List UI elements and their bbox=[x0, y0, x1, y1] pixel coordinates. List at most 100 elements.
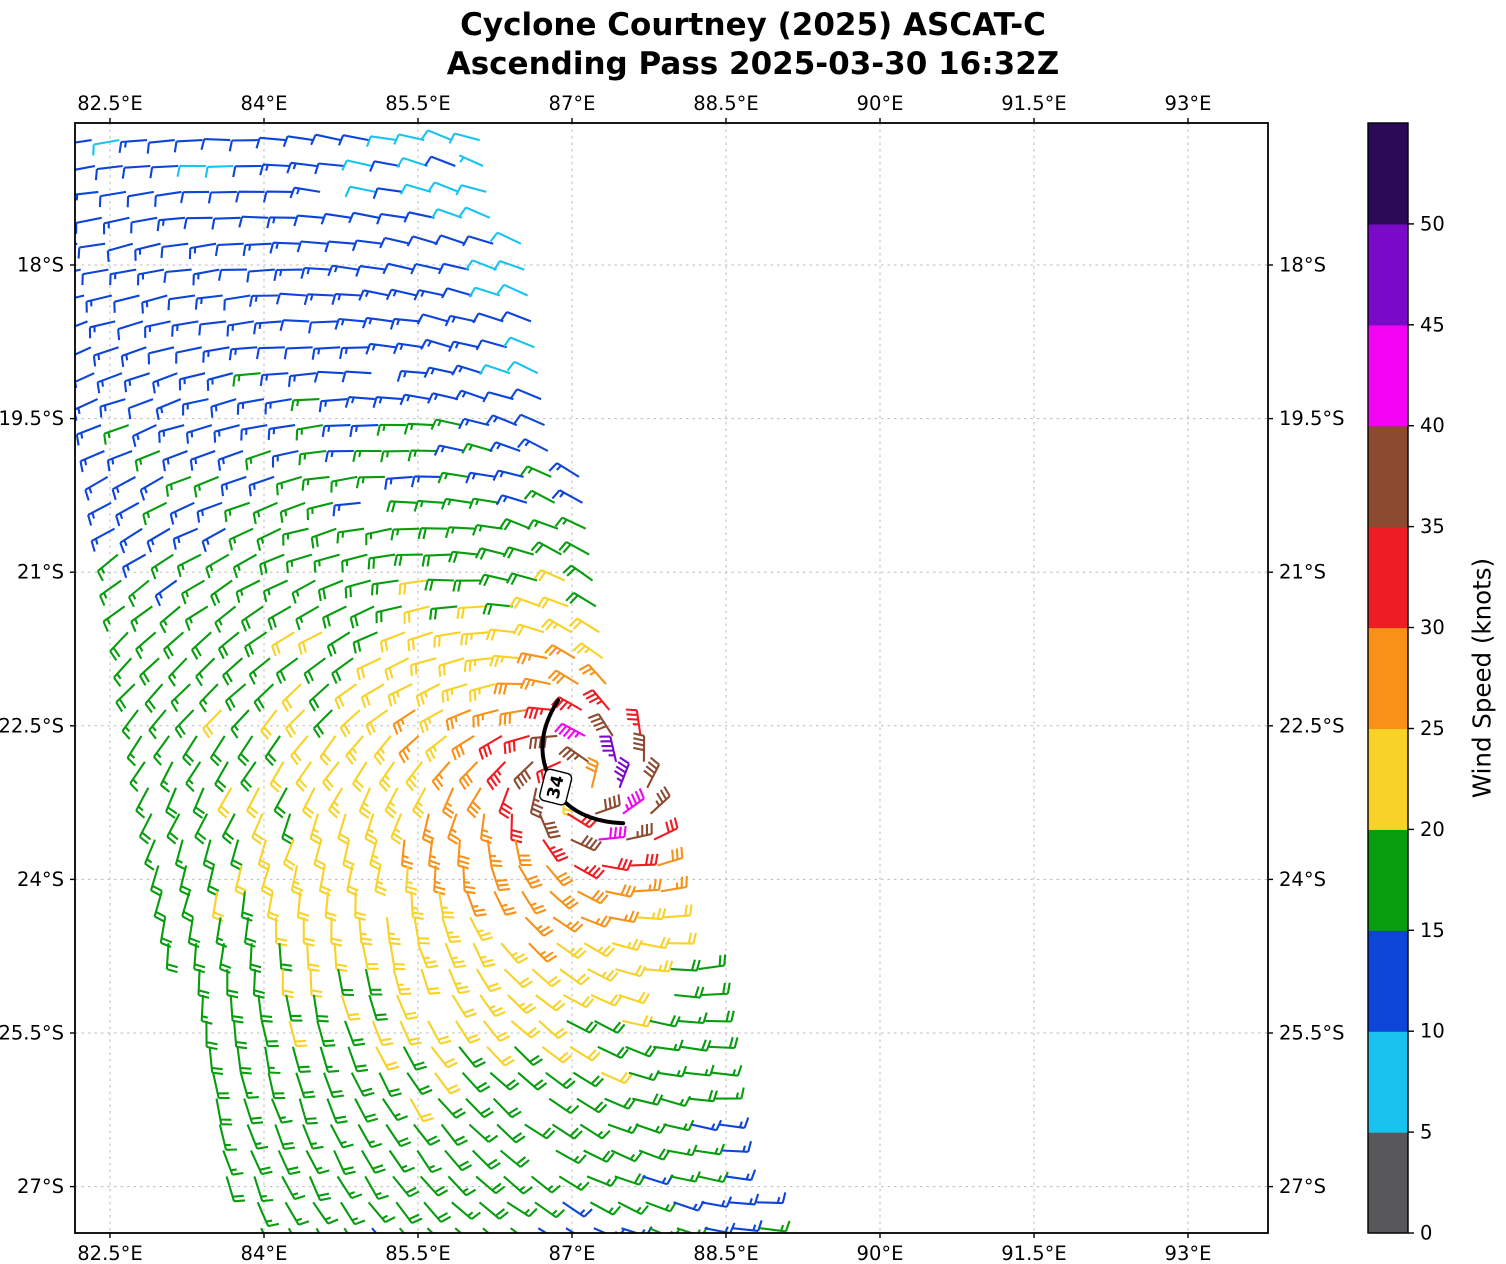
wind-barb bbox=[202, 709, 223, 739]
wind-barb bbox=[622, 787, 645, 815]
wind-barb bbox=[340, 994, 361, 1021]
wind-barb bbox=[355, 475, 385, 489]
wind-barb bbox=[273, 787, 288, 819]
wind-barb bbox=[554, 722, 586, 740]
wind-barb bbox=[217, 787, 233, 819]
wind-barb bbox=[607, 1123, 640, 1135]
colorbar-tick-label: 35 bbox=[1420, 515, 1445, 538]
wind-barb bbox=[451, 994, 477, 1019]
wind-barb bbox=[566, 1019, 598, 1034]
wind-barb bbox=[144, 839, 156, 871]
wind-barb bbox=[579, 1123, 611, 1140]
wind-barb bbox=[636, 907, 667, 921]
wind-barb bbox=[288, 1020, 308, 1048]
wind-barb bbox=[385, 1123, 412, 1148]
wind-barb bbox=[489, 654, 520, 668]
wind-barb bbox=[331, 293, 362, 305]
colorbar-tick-label: 50 bbox=[1420, 212, 1445, 235]
colorbar-tick-label: 10 bbox=[1420, 1020, 1445, 1043]
wind-barb bbox=[200, 138, 231, 151]
wind-barb bbox=[378, 761, 396, 792]
wind-barb bbox=[568, 617, 600, 634]
wind-barb bbox=[324, 449, 354, 463]
wind-barb bbox=[530, 541, 562, 556]
wind-barb bbox=[454, 389, 487, 401]
wind-barb bbox=[187, 917, 201, 948]
wind-barb bbox=[613, 756, 630, 789]
wind-barb bbox=[264, 398, 292, 415]
wind-barb bbox=[309, 969, 323, 999]
wind-barb bbox=[349, 605, 375, 629]
wind-barb bbox=[482, 1227, 491, 1233]
wind-barb bbox=[113, 294, 140, 313]
wind-barb bbox=[81, 268, 109, 286]
wind-barb bbox=[698, 954, 727, 971]
wind-barb bbox=[367, 553, 396, 570]
wind-barb bbox=[673, 1200, 705, 1212]
wind-barb bbox=[282, 135, 314, 147]
wind-barb bbox=[194, 294, 223, 310]
wind-barb bbox=[144, 320, 171, 338]
wind-barb bbox=[155, 398, 182, 420]
wind-barb bbox=[260, 709, 278, 740]
wind-barb bbox=[674, 986, 705, 999]
gale-contour-arc-lower bbox=[564, 801, 626, 826]
wind-barb bbox=[207, 190, 237, 204]
wind-barb bbox=[166, 813, 181, 845]
wind-barb bbox=[601, 857, 633, 872]
wind-barb bbox=[313, 839, 326, 871]
wind-barb bbox=[339, 346, 369, 360]
wind-barb bbox=[664, 904, 693, 919]
wind-barb bbox=[493, 890, 517, 916]
wind-barb bbox=[337, 813, 350, 845]
wind-barb bbox=[608, 910, 640, 924]
wind-barb bbox=[657, 846, 684, 867]
colorbar-segment bbox=[1368, 223, 1408, 326]
wind-barb bbox=[253, 1176, 274, 1203]
wind-barb bbox=[495, 494, 528, 506]
wind-barb bbox=[144, 683, 164, 714]
wind-barb bbox=[226, 969, 239, 999]
wind-barb bbox=[235, 190, 265, 203]
wind-barb bbox=[147, 346, 175, 365]
wind-barb bbox=[75, 294, 85, 299]
wind-barb bbox=[537, 596, 569, 609]
colorbar-segment bbox=[1368, 829, 1408, 931]
wind-barb bbox=[198, 683, 219, 713]
wind-barb bbox=[438, 657, 465, 677]
wind-barb bbox=[174, 839, 187, 871]
wind-barb bbox=[205, 1020, 218, 1051]
wind-barb bbox=[331, 657, 354, 685]
wind-barb bbox=[538, 813, 561, 839]
wind-barb bbox=[398, 579, 427, 596]
wind-barb bbox=[298, 1098, 318, 1125]
wind-barb bbox=[351, 239, 383, 252]
wind-barb bbox=[285, 994, 303, 1022]
wind-barb bbox=[279, 501, 306, 523]
wind-barb bbox=[201, 527, 226, 553]
wind-barb bbox=[130, 605, 153, 633]
wind-barb bbox=[305, 1150, 330, 1175]
wind-barb bbox=[697, 1171, 729, 1184]
wind-barb bbox=[223, 294, 251, 311]
wind-barb bbox=[468, 286, 501, 298]
wind-barb bbox=[259, 163, 290, 176]
wind-barb bbox=[134, 450, 161, 472]
wind-barb bbox=[649, 786, 671, 815]
wind-barb bbox=[208, 1046, 224, 1076]
wind-barb bbox=[625, 1045, 657, 1058]
wind-barb bbox=[558, 541, 590, 556]
wind-barb bbox=[611, 938, 644, 952]
wind-barb bbox=[320, 212, 352, 225]
wind-barb bbox=[84, 475, 109, 501]
wind-barb bbox=[220, 475, 247, 497]
wind-barb bbox=[524, 916, 554, 937]
wind-barb bbox=[308, 683, 330, 712]
wind-barb bbox=[222, 1150, 244, 1176]
wind-barb bbox=[600, 1071, 633, 1085]
wind-barb bbox=[171, 320, 199, 337]
wind-barb bbox=[447, 813, 460, 845]
wind-barb bbox=[445, 709, 472, 731]
wind-barb bbox=[214, 761, 229, 793]
